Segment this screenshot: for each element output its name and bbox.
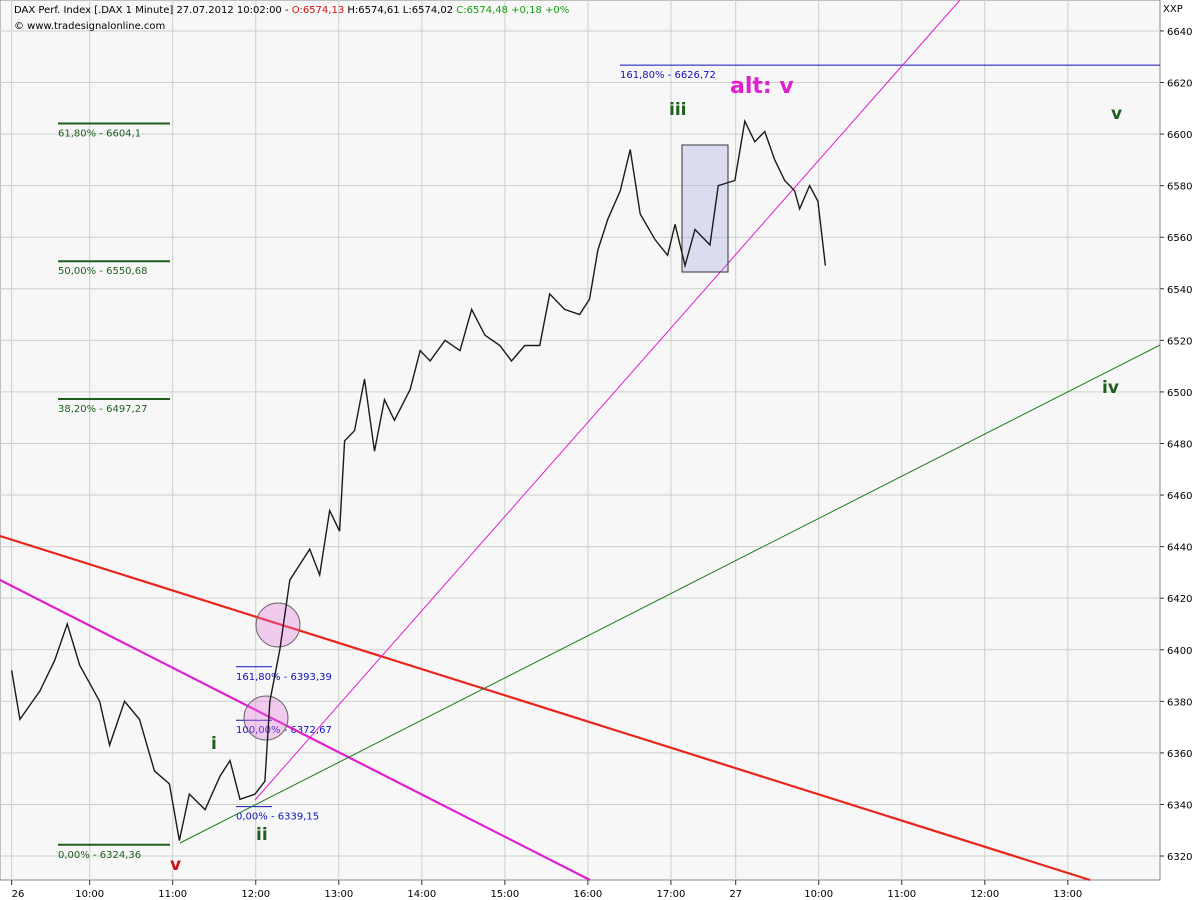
trend-line bbox=[0, 534, 1091, 882]
y-tick-label: 6500 bbox=[1167, 388, 1192, 399]
x-tick-label: 27 bbox=[729, 889, 742, 900]
wave-label: ii bbox=[256, 825, 268, 845]
x-tick-label: 12:00 bbox=[970, 889, 999, 900]
y-tick-label: 6460 bbox=[1167, 491, 1192, 502]
x-tick-label: 11:00 bbox=[887, 889, 916, 900]
y-tick-label: 6580 bbox=[1167, 182, 1192, 193]
wave-label: v bbox=[1111, 104, 1122, 124]
y-tick-label: 6540 bbox=[1167, 285, 1192, 296]
plot-area bbox=[0, 0, 1161, 881]
highlight-circle bbox=[243, 695, 289, 741]
highlight-circle bbox=[255, 602, 301, 648]
fib-label: 0,00% - 6339,15 bbox=[236, 812, 319, 823]
x-tick-label: 14:00 bbox=[407, 889, 436, 900]
y-tick-label: 6400 bbox=[1167, 646, 1192, 657]
y-tick-label: 6640 bbox=[1167, 27, 1192, 38]
x-tick-label: 10:00 bbox=[75, 889, 104, 900]
y-tick-label: 6340 bbox=[1167, 800, 1192, 811]
trend-line bbox=[179, 344, 1161, 844]
y-tick-label: 6480 bbox=[1167, 439, 1192, 450]
fib-label: 161,80% - 6626,72 bbox=[620, 70, 716, 81]
fib-label: 161,80% - 6393,39 bbox=[236, 672, 332, 683]
x-tick-label: 12:00 bbox=[241, 889, 270, 900]
price-line bbox=[10, 118, 827, 841]
x-tick-label: 13:00 bbox=[1053, 889, 1082, 900]
y-tick-label: 6320 bbox=[1167, 852, 1192, 863]
y-tick-label: 6380 bbox=[1167, 697, 1192, 708]
trend-line bbox=[0, 579, 591, 881]
price-layer bbox=[10, 118, 827, 841]
y-tick-label: 6620 bbox=[1167, 79, 1192, 90]
header-highlow: H:6574,61 L:6574,02 bbox=[347, 5, 453, 16]
corner-label: XXP bbox=[1163, 4, 1183, 15]
x-tick-label: 10:00 bbox=[804, 889, 833, 900]
trend-line bbox=[254, 0, 961, 801]
y-tick-label: 6420 bbox=[1167, 594, 1192, 605]
wave-label: i bbox=[211, 734, 217, 754]
header-open: O:6574,13 bbox=[292, 5, 344, 16]
fib-label: 61,80% - 6604,1 bbox=[58, 129, 141, 140]
y-tick-label: 6440 bbox=[1167, 543, 1192, 554]
y-tick-label: 6360 bbox=[1167, 749, 1192, 760]
wave-label: v bbox=[170, 855, 181, 875]
fib-label: 38,20% - 6497,27 bbox=[58, 404, 147, 415]
x-tick-label: 26 bbox=[12, 889, 25, 900]
header-close: C:6574,48 +0,18 +0% bbox=[456, 5, 569, 16]
y-tick-label: 6520 bbox=[1167, 336, 1192, 347]
wave-labels: v i ii iii alt: v v iv bbox=[170, 74, 1122, 875]
fib-label: 50,00% - 6550,68 bbox=[58, 266, 147, 277]
x-tick-label: 17:00 bbox=[657, 889, 686, 900]
fib-label: 0,00% - 6324,36 bbox=[58, 850, 141, 861]
wave-label: alt: v bbox=[730, 74, 794, 99]
grid bbox=[0, 0, 1164, 885]
header-main: DAX Perf. Index [.DAX 1 Minute] 27.07.20… bbox=[14, 5, 289, 16]
y-tick-label: 6560 bbox=[1167, 233, 1192, 244]
wave-label: iv bbox=[1102, 378, 1119, 398]
wave-label: iii bbox=[669, 100, 686, 120]
x-tick-label: 16:00 bbox=[573, 889, 602, 900]
x-tick-label: 15:00 bbox=[490, 889, 519, 900]
header: DAX Perf. Index [.DAX 1 Minute] 27.07.20… bbox=[14, 5, 569, 16]
x-tick-label: 13:00 bbox=[324, 889, 353, 900]
y-tick-label: 6600 bbox=[1167, 130, 1192, 141]
x-tick-label: 11:00 bbox=[158, 889, 187, 900]
source: © www.tradesignalonline.com bbox=[14, 21, 165, 32]
